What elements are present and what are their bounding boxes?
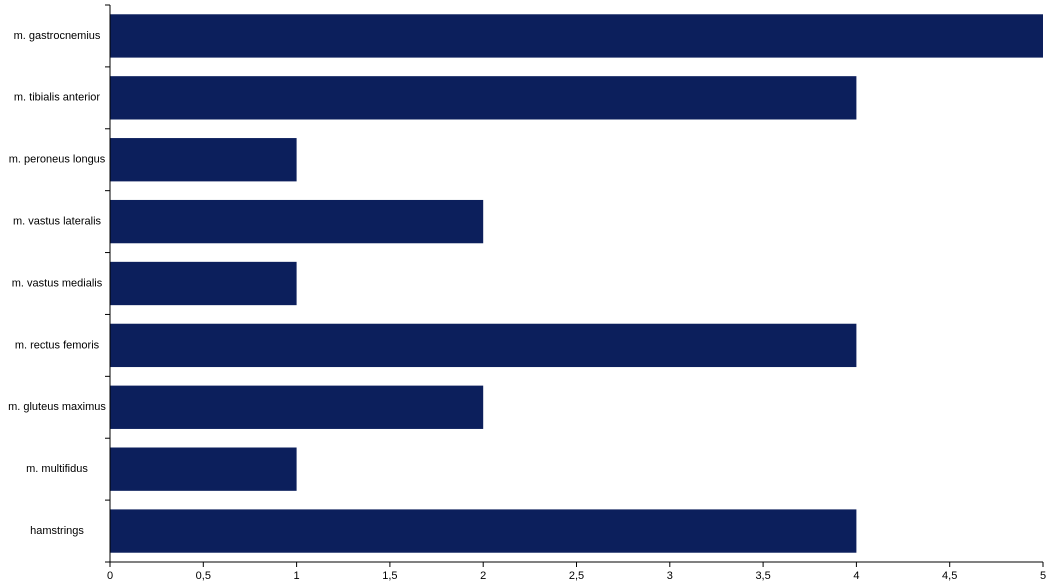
y-tick-label: m. multifidus [26,463,88,475]
x-tick-label: 4 [853,570,859,582]
x-tick-label: 1,5 [382,570,397,582]
bar [110,138,297,182]
y-tick-label: m. peroneus longus [9,154,106,166]
x-tick-label: 2 [480,570,486,582]
y-tick-label: m. rectus femoris [15,339,100,351]
bar [110,14,1043,58]
bar [110,385,484,429]
bar [110,509,857,553]
x-tick-label: 2,5 [569,570,584,582]
x-tick-label: 0,5 [196,570,211,582]
y-tick-label: m. vastus medialis [12,277,103,289]
bar [110,76,857,120]
bar [110,323,857,368]
bar [110,199,484,244]
y-tick-label: m. tibialis anterior [14,92,101,104]
x-tick-label: 3,5 [755,570,770,582]
bar [110,261,297,306]
y-tick-label: m. vastus lateralis [13,216,102,228]
x-tick-label: 1 [294,570,300,582]
x-tick-label: 5 [1040,570,1046,582]
x-tick-label: 0 [107,570,113,582]
x-tick-label: 3 [667,570,673,582]
y-tick-label: m. gastrocnemius [14,30,101,42]
y-tick-label: hamstrings [30,525,84,537]
bar [110,447,297,491]
x-tick-label: 4,5 [942,570,957,582]
y-tick-label: m. gluteus maximus [8,401,106,413]
